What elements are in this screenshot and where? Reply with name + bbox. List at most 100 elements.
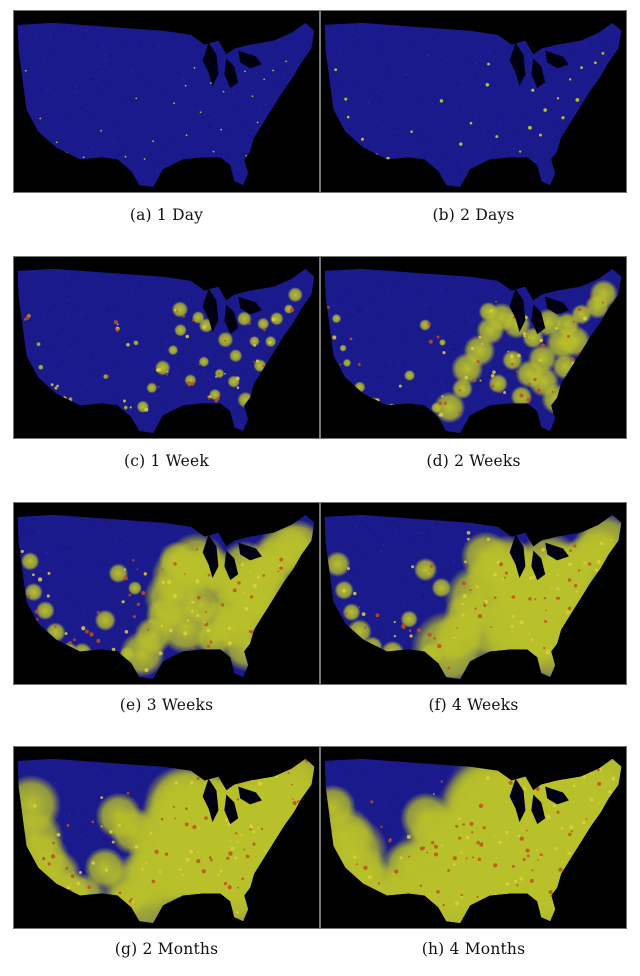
map-panel-d: [320, 256, 627, 439]
infection-cluster: [17, 774, 62, 835]
infection-cluster: [502, 349, 523, 371]
infection-cluster: [589, 279, 619, 309]
infection-cluster: [344, 97, 348, 101]
map-panel-a: [13, 10, 320, 193]
infection-cluster: [236, 311, 252, 327]
infection-cluster: [439, 99, 444, 103]
infection-cluster: [200, 767, 291, 858]
infection-cluster: [123, 405, 128, 410]
infection-cluster: [374, 153, 379, 158]
infection-cluster: [71, 642, 93, 664]
us-landmass: [17, 22, 315, 188]
infection-cluster: [38, 364, 44, 370]
infection-cluster: [354, 381, 366, 393]
infection-cluster: [324, 551, 351, 577]
great-lakes: [509, 778, 569, 825]
infection-cluster: [478, 301, 499, 322]
infection-cluster: [133, 340, 139, 346]
infection-cluster: [209, 82, 212, 84]
infection-cluster: [263, 78, 266, 81]
great-lakes: [509, 288, 569, 335]
infection-cluster: [380, 640, 405, 665]
infection-cluster: [430, 402, 442, 414]
caption-f: (f) 4 Weeks: [428, 696, 519, 714]
infection-cluster: [222, 90, 225, 93]
infection-cluster: [543, 108, 547, 112]
map-panel-f: [320, 502, 627, 685]
infection-cluster: [198, 356, 210, 368]
infection-cluster: [575, 97, 580, 102]
infection-cluster: [243, 70, 246, 73]
great-lakes: [202, 534, 262, 581]
infection-cluster: [460, 531, 511, 582]
infection-cluster: [68, 396, 73, 402]
infection-cluster: [459, 142, 463, 146]
infection-cluster: [60, 642, 78, 659]
great-lakes: [202, 42, 262, 89]
infection-cluster: [82, 156, 85, 159]
great-lakes: [202, 778, 262, 825]
infection-cluster: [84, 847, 126, 889]
infection-cluster: [594, 61, 597, 65]
infection-cluster: [361, 636, 383, 658]
infection-cluster: [119, 646, 135, 662]
infection-cluster: [386, 156, 390, 161]
infection-cluster: [127, 581, 142, 596]
infection-cluster: [212, 150, 215, 153]
infection-cluster: [102, 373, 109, 380]
infection-cluster: [185, 134, 188, 137]
infection-cluster: [413, 557, 438, 582]
infection-cluster: [541, 383, 573, 415]
infection-cluster: [24, 69, 27, 72]
caption-b: (b) 2 Days: [432, 206, 515, 224]
infection-cluster: [184, 84, 187, 87]
infection-cluster: [124, 155, 127, 158]
infection-cluster: [539, 133, 542, 137]
infection-cluster: [184, 374, 197, 387]
infection-cluster: [237, 391, 254, 409]
infection-cluster: [334, 68, 338, 72]
infection-cluster: [519, 150, 522, 153]
infection-cluster: [403, 369, 416, 381]
infection-cluster: [561, 116, 565, 120]
infection-cluster: [339, 344, 347, 352]
infection-cluster: [167, 344, 179, 356]
caption-c: (c) 1 Week: [124, 452, 209, 470]
infection-cluster: [143, 766, 217, 840]
great-lakes: [202, 288, 262, 335]
infection-cluster: [174, 323, 187, 337]
infection-cluster: [158, 541, 196, 579]
infection-cluster: [146, 382, 158, 394]
infection-cluster: [36, 341, 41, 347]
infection-cluster: [410, 130, 413, 133]
caption-a: (a) 1 Day: [129, 206, 204, 224]
infection-cluster: [531, 88, 535, 92]
infection-cluster: [568, 78, 572, 81]
infection-cluster: [558, 324, 591, 358]
map-panel-c: [13, 256, 320, 439]
infection-cluster: [451, 352, 484, 385]
infection-cluster: [193, 66, 196, 69]
infection-cluster: [269, 311, 284, 326]
infection-cluster: [324, 784, 357, 831]
infection-cluster: [272, 69, 274, 72]
infection-cluster: [438, 339, 446, 346]
caption-d: (d) 2 Weeks: [426, 452, 521, 470]
infection-cluster: [199, 111, 202, 114]
infection-cluster: [249, 335, 260, 347]
infection-cluster: [469, 121, 473, 125]
infection-cluster: [342, 358, 352, 368]
infection-cluster: [135, 97, 138, 100]
infection-cluster: [55, 141, 58, 144]
infection-cluster: [387, 403, 396, 411]
infection-cluster: [20, 552, 40, 571]
infection-cluster: [191, 311, 205, 324]
infection-cluster: [171, 301, 189, 318]
infection-cluster: [264, 335, 277, 348]
infection-cluster: [95, 792, 143, 840]
infection-cluster: [488, 373, 508, 394]
infection-cluster: [528, 125, 532, 130]
infection-cluster: [65, 152, 68, 154]
infection-cluster: [285, 60, 288, 63]
infection-cluster: [400, 610, 418, 628]
